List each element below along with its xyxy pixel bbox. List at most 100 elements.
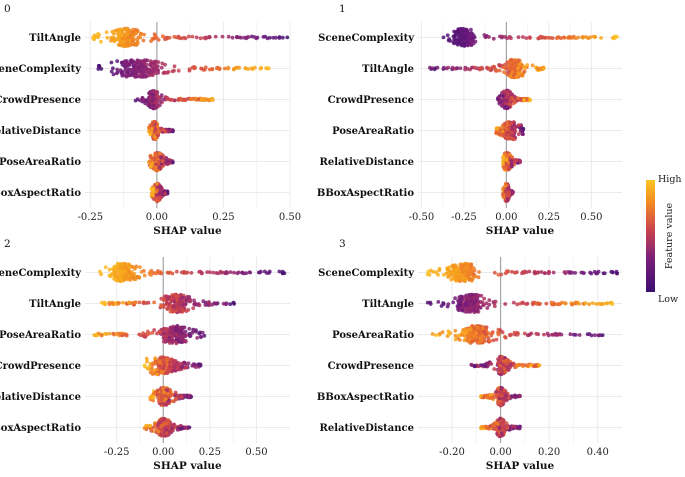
shap-point <box>497 333 501 337</box>
x-tick-label: 0.25 <box>199 447 221 458</box>
shap-point <box>151 363 155 367</box>
shap-point <box>119 277 123 281</box>
shap-point <box>99 40 103 44</box>
shap-point <box>157 152 161 156</box>
shap-point <box>584 301 588 305</box>
shap-point <box>155 193 159 197</box>
shap-point <box>610 302 614 306</box>
shap-point <box>122 40 126 44</box>
shap-point <box>501 162 505 166</box>
shap-point <box>472 299 476 303</box>
shap-point <box>211 98 215 102</box>
x-axis-label: SHAP value <box>153 225 222 237</box>
shap-point <box>472 35 476 39</box>
shap-point <box>482 297 486 301</box>
shap-point <box>442 273 446 277</box>
shap-point <box>487 303 491 307</box>
beeswarm-BBoxAspectRatio <box>501 182 515 203</box>
shap-point <box>229 270 233 274</box>
shap-point <box>474 40 478 44</box>
shap-point <box>141 60 145 64</box>
shap-point <box>149 124 153 128</box>
shap-point <box>552 271 556 275</box>
shap-point <box>488 66 492 70</box>
shap-point <box>105 30 109 34</box>
shap-point <box>156 64 160 68</box>
shap-point <box>494 131 498 135</box>
shap-point <box>235 35 239 39</box>
feature-label: PoseAreaRatio <box>0 157 81 168</box>
shap-point <box>118 266 122 270</box>
shap-point <box>108 332 112 336</box>
shap-point <box>514 75 518 79</box>
shap-point <box>510 270 514 274</box>
feature-label: BBoxAspectRatio <box>317 392 414 403</box>
shap-point <box>509 58 513 62</box>
shap-point <box>465 303 469 307</box>
shap-point <box>199 363 203 367</box>
shap-point <box>184 366 188 370</box>
shap-point <box>168 366 172 370</box>
shap-point <box>451 300 455 304</box>
shap-point <box>469 327 473 331</box>
shap-point <box>147 130 151 134</box>
shap-point <box>235 271 239 275</box>
x-axis-label: SHAP value <box>486 460 555 472</box>
shap-point <box>162 327 166 331</box>
shap-point <box>510 137 514 141</box>
shap-point <box>509 36 513 40</box>
shap-point <box>135 265 139 269</box>
shap-point <box>542 67 546 71</box>
x-tick-label: 0.00 <box>489 447 511 458</box>
shap-point <box>569 332 573 336</box>
shap-point <box>528 36 532 40</box>
shap-point <box>469 331 473 335</box>
shap-point <box>167 271 171 275</box>
shap-point <box>98 270 102 274</box>
shap-point <box>137 333 141 337</box>
shap-point <box>464 35 468 39</box>
beeswarm-CrowdPresence <box>134 89 215 110</box>
shap-point <box>262 35 266 39</box>
shap-point <box>494 69 498 73</box>
shap-point <box>202 334 206 338</box>
shap-point <box>152 70 156 74</box>
beeswarm-RelativeDistance <box>147 120 175 141</box>
shap-point <box>154 60 158 64</box>
shap-point <box>463 44 467 48</box>
shap-point <box>615 272 619 276</box>
shap-point <box>518 69 522 73</box>
shap-point <box>119 34 123 38</box>
shap-point <box>161 128 165 132</box>
shap-point <box>522 98 526 102</box>
shap-point <box>239 36 243 40</box>
shap-point <box>499 328 503 332</box>
shap-point <box>149 164 153 168</box>
shap-point <box>138 265 142 269</box>
shap-point <box>526 333 530 337</box>
shap-point <box>156 71 160 75</box>
shap-point <box>211 271 215 275</box>
beeswarm-BBoxAspectRatio <box>143 417 192 438</box>
shap-point <box>509 74 513 78</box>
shap-point <box>285 36 289 40</box>
shap-point <box>492 37 496 41</box>
shap-point <box>195 36 199 40</box>
shap-point <box>571 36 575 40</box>
shap-point <box>105 36 109 40</box>
shap-point <box>456 304 460 308</box>
shap-point <box>454 30 458 34</box>
shap-point <box>184 339 188 343</box>
shap-point <box>124 332 128 336</box>
shap-point <box>163 421 167 425</box>
shap-point <box>221 35 225 39</box>
shap-point <box>476 302 480 306</box>
shap-point <box>177 69 181 73</box>
shap-point <box>489 334 493 338</box>
shap-point <box>242 272 246 276</box>
shap-point <box>436 300 440 304</box>
shap-point <box>156 161 160 165</box>
shap-point <box>157 426 161 430</box>
shap-point <box>611 271 615 275</box>
shap-point <box>154 272 158 276</box>
